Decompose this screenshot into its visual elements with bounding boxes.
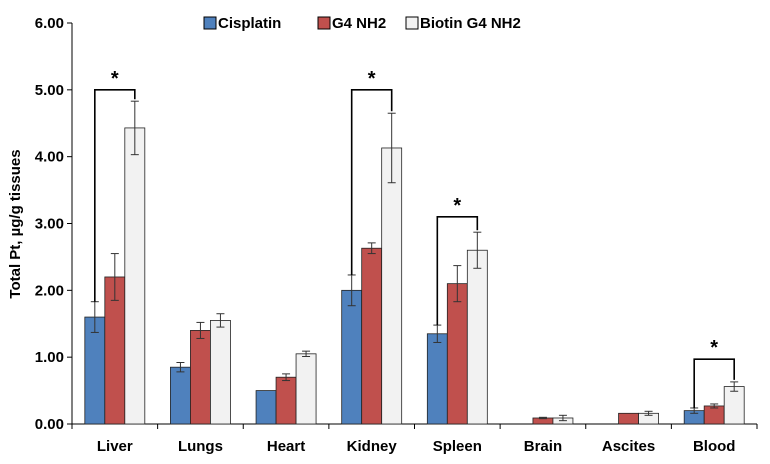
legend-swatch-biotin-g4-nh2 (405, 16, 419, 30)
bar-biotin-g4-nh2-kidney (381, 147, 403, 425)
legend-label-cisplatin: Cisplatin (218, 15, 281, 32)
significance-bracket-blood (693, 358, 735, 408)
significance-star-liver: * (111, 68, 119, 90)
significance-bracket-liver (94, 89, 136, 302)
x-tick-label-ascites: Ascites (602, 438, 655, 455)
significance-bracket-kidney (350, 89, 393, 275)
bar-g4-nh2-blood (703, 405, 725, 425)
x-tick-label-heart: Heart (267, 438, 305, 455)
significance-star-kidney: * (368, 68, 376, 90)
plot-area: 0.00 1.00 2.00 3.00 4.00 5.00 6.00 Liver Lungs He… (35, 15, 758, 455)
legend-swatch-cisplatin (203, 16, 217, 30)
bar-cisplatin-kidney (341, 289, 363, 425)
legend: Cisplatin G4 NH2 Biotin G4 NH2 (203, 15, 521, 32)
bar-g4-nh2-ascites (618, 412, 639, 425)
bar-cisplatin-liver (84, 316, 106, 425)
bar-g4-nh2-lungs (190, 330, 211, 425)
bar-biotin-g4-nh2-liver (124, 127, 146, 425)
x-tick-label-spleen: Spleen (433, 438, 482, 455)
bar-cisplatin-heart (255, 390, 277, 425)
legend-label-g4-nh2: G4 NH2 (332, 15, 386, 32)
bar-g4-nh2-kidney (361, 247, 383, 425)
bar-g4-nh2-heart (275, 376, 297, 425)
y-tick-label: 2.00 (35, 282, 64, 299)
y-tick-label: 5.00 (35, 82, 64, 99)
y-tick-label: 4.00 (35, 149, 64, 166)
bar-biotin-g4-nh2-heart (295, 353, 317, 425)
x-tick-label-liver: Liver (97, 438, 133, 455)
legend-label-biotin-g4-nh2: Biotin G4 NH2 (420, 15, 521, 32)
bar-biotin-g4-nh2-blood (723, 386, 745, 425)
y-tick-label: 0.00 (35, 416, 64, 433)
bar-biotin-g4-nh2-spleen (466, 249, 488, 425)
x-tick-label-kidney: Kidney (347, 438, 398, 455)
significance-star-blood: * (710, 337, 718, 359)
significance-star-spleen: * (453, 195, 461, 217)
y-axis-title: Total Pt, µg/g tissues (7, 149, 24, 298)
bar-cisplatin-lungs (170, 366, 191, 425)
significance-bracket-spleen (436, 216, 479, 326)
x-tick-label-lungs: Lungs (178, 438, 223, 455)
x-tick-label-brain: Brain (524, 438, 562, 455)
bar-g4-nh2-spleen (446, 283, 468, 425)
y-tick-label: 6.00 (35, 15, 64, 32)
legend-swatch-g4-nh2 (317, 16, 331, 30)
bar-biotin-g4-nh2-lungs (210, 320, 231, 425)
x-tick-label-blood: Blood (693, 438, 736, 455)
y-tick-label: 3.00 (35, 216, 64, 233)
bar-cisplatin-spleen (426, 333, 448, 425)
y-tick-label: 1.00 (35, 349, 64, 366)
